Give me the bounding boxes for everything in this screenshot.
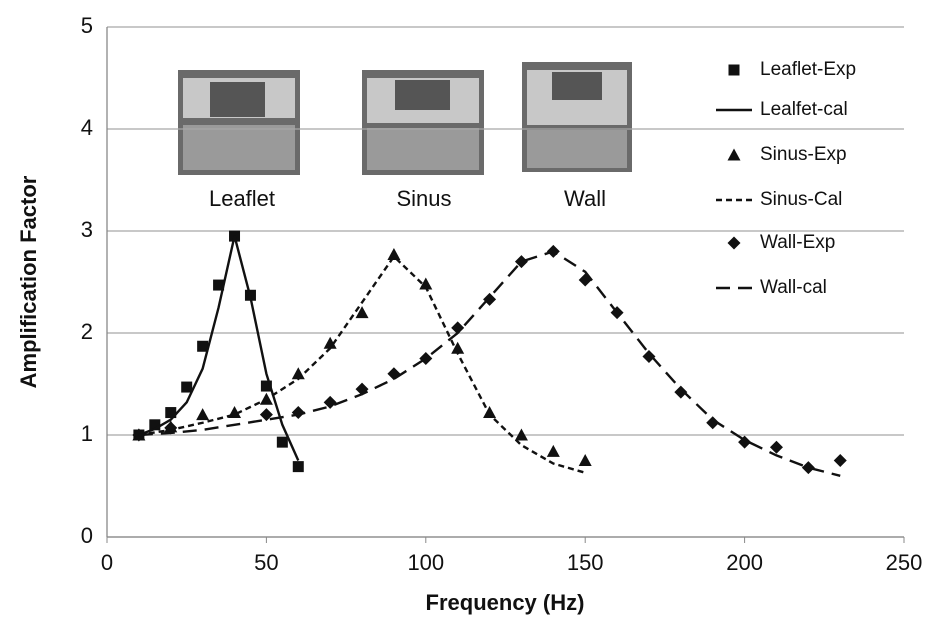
marker: [674, 385, 688, 399]
marker: [387, 367, 401, 381]
inset-caption: Wall: [564, 186, 606, 211]
legend-label: Sinus-Exp: [760, 144, 847, 165]
photo-detail: [210, 82, 265, 117]
legend-marker: [728, 64, 740, 76]
y-tick-label: 2: [81, 319, 93, 344]
y-axis-title: Amplification Factor: [16, 175, 41, 388]
marker: [323, 395, 337, 409]
photo-detail: [527, 130, 627, 168]
inset-photos: [178, 62, 632, 175]
x-tick-label: 250: [886, 550, 923, 575]
marker: [769, 440, 783, 454]
marker: [181, 381, 193, 393]
x-tick-label: 0: [101, 550, 113, 575]
legend-marker: [727, 236, 741, 250]
y-tick-label: 5: [81, 13, 93, 38]
marker: [451, 341, 465, 354]
y-tick-label: 3: [81, 217, 93, 242]
marker: [419, 277, 433, 290]
legend-marker: [727, 148, 741, 161]
marker: [578, 454, 592, 466]
marker: [165, 407, 177, 419]
photo-detail: [367, 128, 479, 170]
series-line: [138, 254, 586, 474]
inset-caption: Leaflet: [209, 186, 275, 211]
marker: [260, 380, 272, 392]
inset-caption: Sinus: [396, 186, 451, 211]
marker: [706, 416, 720, 430]
photo-detail: [395, 80, 450, 110]
marker: [196, 408, 210, 421]
marker: [833, 454, 847, 467]
marker: [323, 336, 337, 349]
legend-label: Wall-Exp: [760, 232, 835, 253]
x-axis-title: Frequency (Hz): [426, 590, 585, 615]
x-tick-label: 100: [407, 550, 444, 575]
marker: [514, 428, 528, 441]
legend-label: Sinus-Cal: [760, 189, 842, 210]
marker: [213, 279, 225, 291]
x-tick-label: 50: [254, 550, 278, 575]
marker: [276, 436, 288, 448]
x-tick-label: 200: [726, 550, 763, 575]
y-tick-label: 1: [81, 421, 93, 446]
marker: [451, 321, 465, 335]
legend-label: Lealfet-cal: [760, 99, 848, 120]
marker: [546, 444, 560, 457]
marker: [578, 273, 592, 287]
marker: [642, 349, 656, 363]
legend-label: Leaflet-Exp: [760, 59, 856, 80]
marker: [355, 306, 369, 319]
series-line: [138, 250, 841, 477]
marker: [419, 352, 433, 365]
marker: [259, 408, 273, 422]
photo-detail: [183, 125, 295, 170]
marker: [292, 461, 304, 473]
marker: [801, 461, 815, 475]
marker: [149, 419, 161, 431]
x-tick-label: 150: [567, 550, 604, 575]
marker: [164, 421, 178, 435]
marker: [197, 340, 209, 352]
photo-detail: [552, 72, 602, 100]
y-tick-label: 4: [81, 115, 93, 140]
marker: [514, 255, 528, 269]
legend-label: Wall-cal: [760, 277, 827, 298]
y-tick-label: 0: [81, 523, 93, 548]
series-line: [138, 235, 300, 461]
marker: [387, 247, 401, 260]
